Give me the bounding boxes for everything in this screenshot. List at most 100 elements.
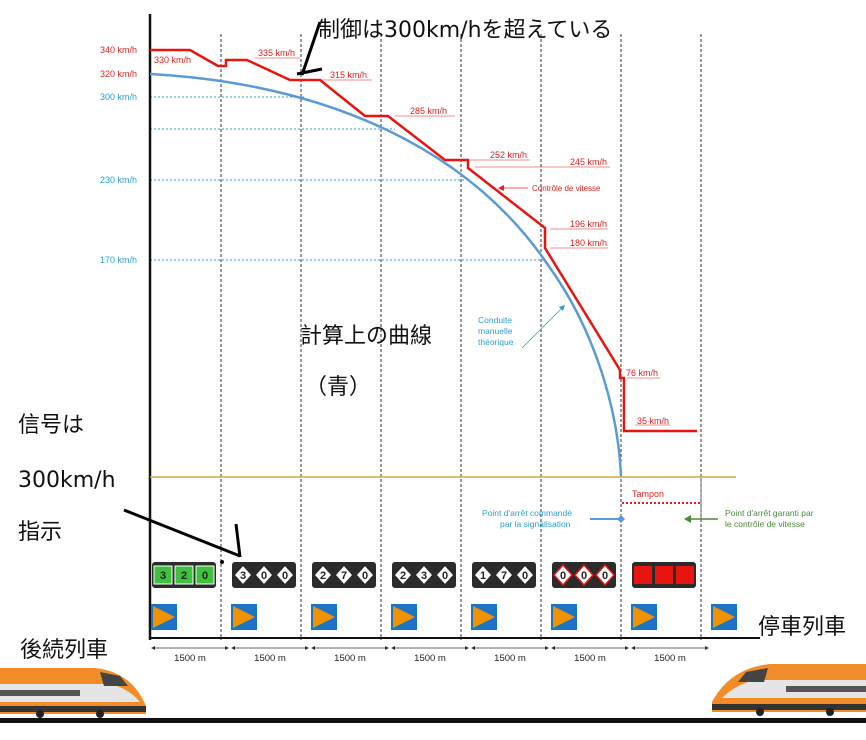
manual-curve-pointer: [521, 305, 565, 349]
legend-stop-signal-1: Point d'arrêt commandé: [482, 508, 572, 518]
seg-label-335: 335 km/h: [258, 48, 295, 58]
axis-label-230: 230 km/h: [100, 175, 137, 185]
svg-text:2: 2: [320, 570, 326, 582]
seg-label-330: 330 km/h: [154, 55, 191, 65]
svg-text:0: 0: [202, 570, 208, 582]
signal-digit: 0: [434, 563, 456, 587]
distance-2: 1500 m: [311, 646, 389, 664]
block-boundaries: [220, 34, 702, 640]
distance-3: 1500 m: [391, 646, 469, 664]
svg-text:0: 0: [282, 570, 288, 582]
signal-stop-marker: [590, 515, 625, 523]
signal-aspect-0: 3 2 0: [152, 562, 216, 588]
svg-text:1500 m: 1500 m: [574, 653, 606, 664]
svg-text:0: 0: [522, 570, 528, 582]
svg-text:3: 3: [160, 570, 166, 582]
svg-text:0: 0: [581, 570, 587, 582]
signal-digit: [655, 566, 673, 584]
axis-label-170: 170 km/h: [100, 255, 137, 265]
svg-text:0: 0: [560, 570, 566, 582]
seg-label-245: 245 km/h: [570, 157, 607, 167]
signal-digit: 1: [472, 563, 494, 587]
trailing-train-icon: [0, 668, 146, 718]
seg-label-180: 180 km/h: [570, 238, 607, 248]
speed-guide-lines: [150, 96, 545, 261]
legend-manual-2: manuelle: [478, 326, 513, 336]
legend-stop-signal-2: par la signalisation: [500, 519, 571, 529]
signal-digit: 3: [153, 565, 173, 585]
annotation-stopped-train: 停車列車: [758, 615, 846, 640]
trackside-marker-6: [631, 604, 657, 630]
signal-digit: 0: [195, 565, 215, 585]
seg-label-196: 196 km/h: [570, 219, 607, 229]
signal-digit: 0: [514, 563, 536, 587]
axis-label-340: 340 km/h: [100, 45, 137, 55]
legend-stop-control-2: le contrôle de vitesse: [725, 519, 805, 529]
theoretical-curve: [149, 72, 623, 477]
signal-aspect-6: [632, 562, 696, 588]
annotation-calc-curve: 計算上の曲線: [300, 324, 432, 349]
legend-stop-control-1: Point d'arrêt garanti par: [725, 508, 814, 518]
signal-aspect-2: 2 7 0: [312, 562, 376, 588]
svg-text:1500 m: 1500 m: [494, 653, 526, 664]
svg-text:1500 m: 1500 m: [654, 653, 686, 664]
trackside-marker-5: [551, 604, 577, 630]
svg-text:1500 m: 1500 m: [334, 653, 366, 664]
signal-aspect-4: 1 7 0: [472, 562, 536, 588]
distance-0: 1500 m: [151, 646, 229, 664]
svg-text:0: 0: [261, 570, 267, 582]
signal-digit: 3: [232, 563, 254, 587]
signal-aspect-5: 0 0 0: [552, 562, 616, 588]
trackside-marker-2: [311, 604, 337, 630]
signal-aspect-3: 2 3 0: [392, 562, 456, 588]
annotation-dot: [220, 560, 224, 564]
legend-tampon: Tampon: [632, 489, 664, 499]
svg-text:3: 3: [421, 570, 427, 582]
signal-digit: 2: [392, 563, 414, 587]
annotation-signal-2: 300km/h: [18, 468, 116, 493]
seg-label-285: 285 km/h: [410, 106, 447, 116]
signal-digit: 0: [594, 563, 616, 587]
legend-manual-1: Conduite: [478, 315, 512, 325]
block-distances: 1500 m 1500 m 1500 m 1500 m 1500 m 1500 m 1500…: [151, 646, 709, 664]
stopped-train-icon: [712, 664, 866, 716]
svg-text:7: 7: [341, 570, 347, 582]
svg-text:0: 0: [602, 570, 608, 582]
trackside-marker-3: [391, 604, 417, 630]
speed-control-line: [150, 48, 697, 433]
cab-signal-aspects: 3 2 0 3 0 0 2 7 0 2 3 0 1 7 0 0 0 0: [152, 562, 696, 588]
signal-digit: 0: [274, 563, 296, 587]
seg-label-76: 76 km/h: [626, 368, 658, 378]
trackside-markers: [151, 604, 737, 630]
annotation-signal-1: 信号は: [18, 413, 84, 438]
signal-digit: 0: [354, 563, 376, 587]
seg-label-252: 252 km/h: [490, 150, 527, 160]
signal-digit: 0: [573, 563, 595, 587]
seg-label-315: 315 km/h: [330, 70, 367, 80]
rail: [0, 718, 866, 723]
annotation-control-exceeds: 制御は300km/hを超えている: [318, 18, 612, 43]
legend-manual-3: théorique: [478, 337, 514, 347]
svg-text:2: 2: [181, 570, 187, 582]
signal-digit: 2: [312, 563, 334, 587]
annotation-trailing-train: 後続列車: [20, 638, 108, 663]
distance-5: 1500 m: [551, 646, 629, 664]
signal-digit: 0: [253, 563, 275, 587]
signal-digit: 0: [552, 563, 574, 587]
distance-1: 1500 m: [231, 646, 309, 664]
svg-text:0: 0: [362, 570, 368, 582]
axis-label-300: 300 km/h: [100, 92, 137, 102]
signal-digit: [634, 566, 652, 584]
signal-aspect-1: 3 0 0: [232, 562, 296, 588]
trackside-marker-1: [231, 604, 257, 630]
axis-label-320: 320 km/h: [100, 69, 137, 79]
signal-digit: 3: [413, 563, 435, 587]
svg-text:1500 m: 1500 m: [254, 653, 286, 664]
svg-text:1500 m: 1500 m: [174, 653, 206, 664]
seg-label-35: 35 km/h: [637, 416, 669, 426]
label-leaders: [255, 57, 670, 426]
distance-4: 1500 m: [471, 646, 549, 664]
svg-text:2: 2: [400, 570, 406, 582]
svg-text:3: 3: [240, 570, 246, 582]
